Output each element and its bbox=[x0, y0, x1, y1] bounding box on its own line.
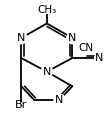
Text: Br: Br bbox=[15, 100, 27, 110]
Text: N: N bbox=[94, 53, 103, 63]
Circle shape bbox=[67, 32, 78, 44]
Circle shape bbox=[41, 66, 52, 77]
Circle shape bbox=[95, 54, 103, 62]
Text: N: N bbox=[55, 95, 64, 105]
Text: N: N bbox=[68, 33, 76, 43]
Circle shape bbox=[16, 32, 27, 44]
Circle shape bbox=[54, 94, 65, 106]
Text: CN: CN bbox=[79, 43, 94, 53]
FancyBboxPatch shape bbox=[36, 7, 58, 14]
FancyBboxPatch shape bbox=[12, 102, 31, 110]
Text: CH₃: CH₃ bbox=[37, 5, 56, 15]
Text: N: N bbox=[43, 67, 51, 77]
Text: N: N bbox=[17, 33, 26, 43]
